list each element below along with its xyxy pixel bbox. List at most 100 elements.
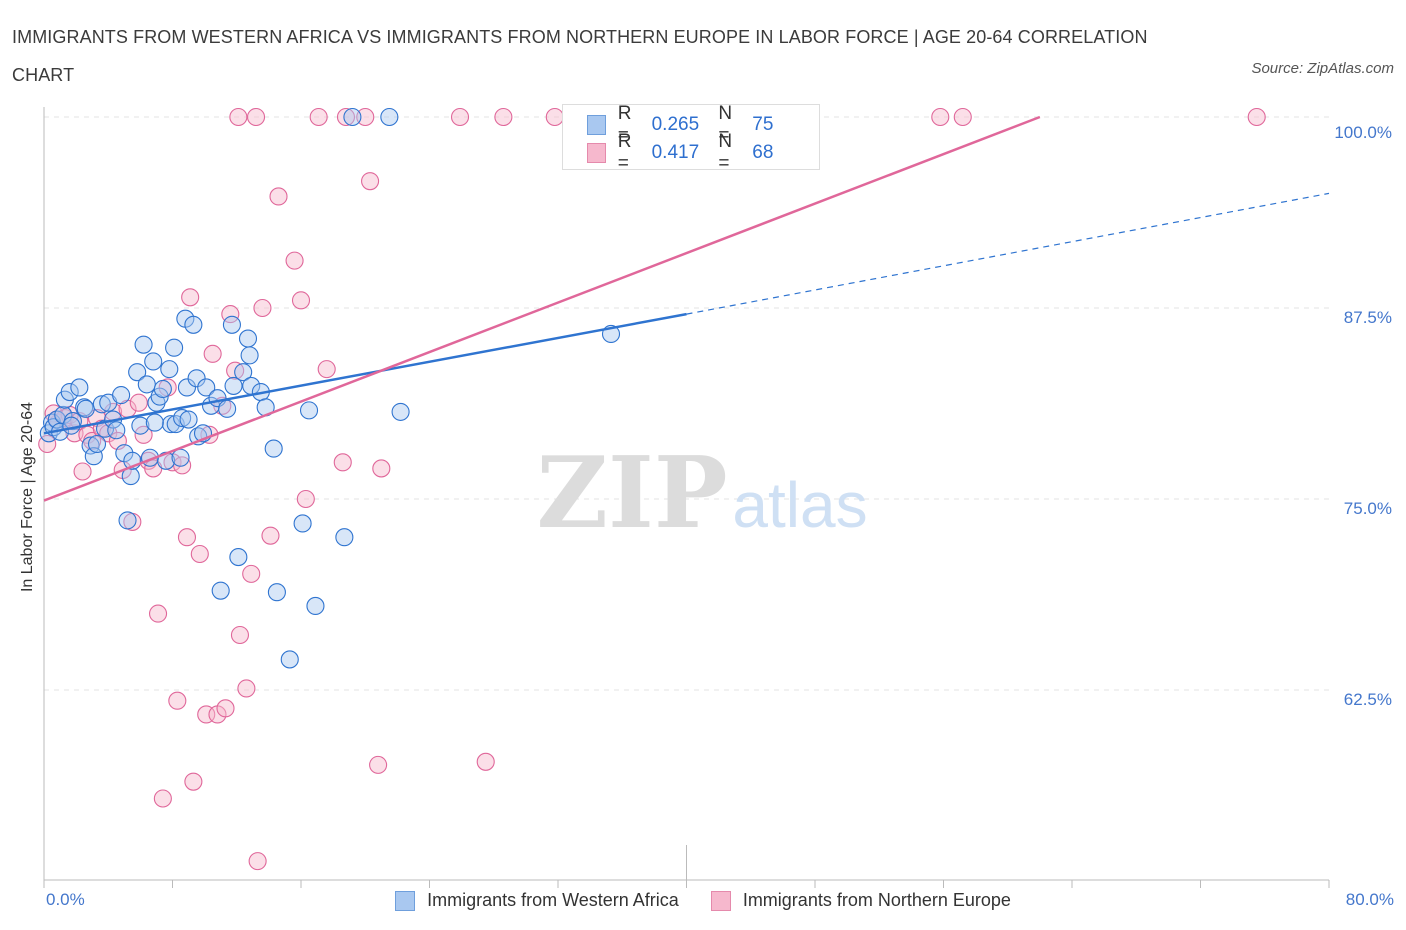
- data-point: [264, 439, 283, 458]
- data-point: [237, 679, 256, 698]
- data-point: [309, 107, 328, 127]
- data-point: [62, 416, 81, 435]
- data-point: [361, 172, 380, 191]
- data-point: [246, 107, 266, 127]
- data-point: [153, 789, 172, 808]
- data-point: [87, 434, 107, 454]
- data-point: [343, 107, 362, 127]
- data-point: [545, 107, 564, 127]
- legend-row-western-africa: R = 0.265 N = 75: [587, 103, 819, 146]
- legend-r-label: R =: [617, 131, 632, 174]
- data-point: [187, 369, 206, 388]
- data-point: [184, 315, 203, 334]
- data-point: [216, 699, 235, 718]
- data-point: [317, 360, 336, 379]
- data-point: [81, 436, 100, 455]
- data-point: [234, 363, 253, 382]
- x-tick-min: 0.0%: [46, 890, 85, 909]
- data-point: [253, 298, 272, 318]
- correlation-legend: R = 0.265 N = 75 R = 0.417 N = 68: [562, 103, 820, 174]
- data-point: [953, 107, 972, 127]
- legend-swatch-blue: [395, 890, 416, 911]
- data-point: [76, 399, 95, 418]
- data-point: [129, 393, 148, 412]
- data-point: [224, 376, 243, 395]
- data-point: [306, 596, 325, 616]
- data-point: [161, 415, 180, 434]
- legend-n-label: N =: [718, 103, 733, 146]
- legend-r-value: 0.265: [651, 114, 700, 135]
- data-point: [60, 382, 79, 402]
- data-point: [190, 544, 209, 564]
- data-point: [70, 378, 89, 397]
- data-point: [380, 107, 399, 127]
- data-point: [296, 489, 315, 509]
- data-point: [335, 528, 354, 547]
- data-point: [145, 413, 164, 432]
- data-point: [184, 772, 203, 791]
- legend-swatch-blue: [587, 115, 606, 135]
- data-point: [230, 625, 250, 645]
- legend-label: Immigrants from Northern Europe: [742, 890, 1011, 910]
- data-point: [291, 291, 311, 310]
- data-point: [177, 378, 197, 397]
- legend-n-label: N =: [718, 131, 733, 174]
- data-point: [267, 583, 286, 602]
- data-point: [148, 604, 168, 623]
- data-point: [112, 386, 131, 405]
- legend-n-value: 75: [752, 114, 774, 135]
- legend-swatch-pink: [710, 890, 731, 911]
- data-point: [165, 338, 184, 357]
- y-tick-label: 75.0%: [1343, 499, 1392, 518]
- data-point: [293, 514, 312, 533]
- legend-r-value: 0.417: [651, 142, 700, 163]
- trend-line-western-africa: [43, 312, 687, 435]
- data-point: [197, 378, 216, 397]
- data-point: [171, 448, 190, 467]
- axes: [43, 107, 1330, 888]
- watermark-atlas: atlas: [732, 469, 867, 541]
- data-point: [92, 395, 111, 414]
- data-point: [222, 315, 241, 334]
- data-point: [211, 581, 230, 600]
- data-point: [218, 399, 237, 418]
- data-point: [240, 346, 259, 365]
- legend-row-northern-europe: R = 0.417 N = 68: [587, 131, 819, 174]
- data-point: [476, 752, 495, 771]
- source-credit: Source: ZipAtlas.com: [1251, 60, 1394, 77]
- data-point: [285, 251, 304, 270]
- data-point: [931, 107, 950, 127]
- data-point: [280, 650, 299, 669]
- legend-item-western-africa[interactable]: Immigrants from Western Africa: [395, 890, 679, 911]
- data-point: [242, 564, 261, 583]
- watermark: ZIP atlas: [536, 436, 867, 551]
- data-point: [168, 691, 187, 710]
- data-point: [333, 453, 352, 472]
- data-point: [134, 335, 153, 354]
- y-tick-label: 62.5%: [1343, 690, 1392, 709]
- data-point: [450, 107, 470, 127]
- y-tick-label: 87.5%: [1343, 308, 1392, 327]
- data-point: [118, 511, 137, 530]
- data-point: [299, 401, 319, 420]
- data-point: [1247, 107, 1266, 127]
- data-point: [269, 187, 288, 206]
- legend-label: Immigrants from Western Africa: [427, 890, 679, 910]
- series-western-africa: [39, 107, 621, 669]
- data-point: [229, 107, 248, 127]
- data-point: [391, 402, 410, 421]
- data-point: [248, 852, 267, 871]
- data-point: [160, 360, 179, 379]
- data-point: [203, 344, 222, 363]
- data-point: [153, 379, 172, 399]
- data-point: [181, 288, 200, 307]
- data-point: [372, 459, 391, 478]
- data-point: [261, 526, 280, 545]
- data-point: [369, 755, 388, 774]
- x-tick-max: 80.0%: [1345, 890, 1394, 909]
- legend-swatch-pink: [587, 143, 606, 163]
- legend-item-northern-europe[interactable]: Immigrants from Northern Europe: [710, 890, 1011, 911]
- data-point: [107, 421, 126, 440]
- data-point: [238, 329, 258, 348]
